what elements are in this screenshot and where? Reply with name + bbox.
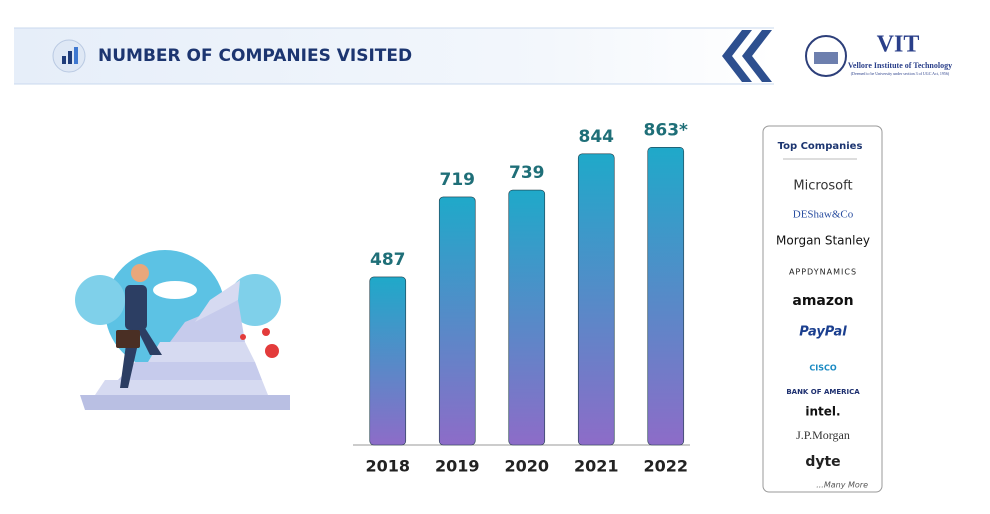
x-tick-label: 2018 [365, 457, 410, 476]
bar [438, 196, 476, 446]
value-label: 844 [579, 127, 615, 147]
x-tick-label: 2019 [435, 457, 480, 476]
cloud [153, 281, 197, 299]
briefcase [116, 330, 140, 348]
company-name: Morgan Stanley [776, 234, 870, 248]
company-name: DEShaw&Co [793, 209, 854, 221]
sky-circle [229, 274, 281, 326]
header-band [14, 28, 774, 84]
bar [647, 146, 685, 446]
stairs [148, 342, 255, 362]
node [240, 334, 246, 340]
company-name: amazon [792, 293, 853, 309]
stairs [80, 395, 290, 410]
bar [369, 276, 407, 446]
icon-bar [62, 56, 66, 64]
node [262, 328, 270, 336]
company-name: PayPal [799, 325, 847, 340]
logo-seal-building [814, 52, 838, 64]
companies-more: ...Many More [816, 481, 868, 490]
logo-note: (Deemed to be University under section 3… [851, 71, 950, 77]
value-label: 487 [370, 250, 406, 270]
sky-circle [75, 275, 125, 325]
bar [508, 189, 546, 446]
value-label: 719 [440, 170, 476, 190]
stairs [95, 380, 268, 395]
logo-subtitle: Vellore Institute of Technology [848, 61, 952, 70]
companies-title: Top Companies [778, 141, 863, 152]
illustration [75, 250, 290, 410]
value-label: 739 [509, 163, 545, 183]
bar [577, 153, 615, 446]
icon-bar [68, 51, 72, 64]
node [265, 344, 279, 358]
chevron [742, 30, 772, 82]
company-name: CISCO [809, 364, 836, 373]
x-tick-label: 2021 [574, 457, 619, 476]
company-name: Microsoft [793, 179, 852, 194]
value-label: 863* [644, 120, 688, 140]
companies-panel [762, 125, 883, 493]
header-title: NUMBER OF COMPANIES VISITED [98, 46, 412, 66]
company-name: J.P.Morgan [796, 428, 850, 442]
person-head [131, 264, 149, 282]
company-name: dyte [805, 454, 840, 470]
company-name: BANK OF AMERICA [786, 388, 860, 396]
icon-bar [74, 47, 78, 64]
stairs [195, 280, 240, 322]
stairs [170, 300, 245, 342]
company-name: APPDYNAMICS [789, 268, 857, 277]
company-name: intel. [805, 405, 840, 419]
person [125, 285, 147, 330]
chevron [722, 30, 752, 82]
stairs [118, 362, 262, 380]
x-tick-label: 2022 [643, 457, 688, 476]
x-tick-label: 2020 [504, 457, 549, 476]
logo-name: VIT [877, 32, 920, 58]
